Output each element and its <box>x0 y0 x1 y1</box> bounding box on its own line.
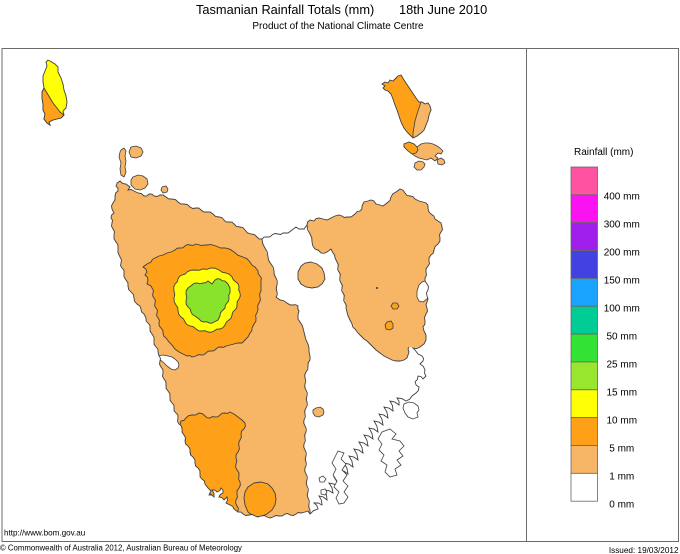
svg-text:150 mm: 150 mm <box>604 276 640 287</box>
svg-text:Issued: 19/03/2012: Issued: 19/03/2012 <box>609 546 679 554</box>
svg-text:http://www.bom.gov.au: http://www.bom.gov.au <box>4 529 85 538</box>
svg-text:Product of the National Climat: Product of the National Climate Centre <box>252 21 424 32</box>
svg-text:50 mm: 50 mm <box>604 332 637 343</box>
svg-text:400 mm: 400 mm <box>604 192 640 203</box>
svg-text:100 mm: 100 mm <box>604 304 640 315</box>
svg-text:300 mm: 300 mm <box>604 220 640 231</box>
svg-text:Rainfall (mm): Rainfall (mm) <box>574 147 633 158</box>
svg-text:0 mm: 0 mm <box>604 500 635 511</box>
svg-text:25 mm: 25 mm <box>604 360 637 371</box>
svg-text:18th June 2010: 18th June 2010 <box>399 2 487 17</box>
svg-text:200 mm: 200 mm <box>604 248 640 259</box>
svg-text:1 mm: 1 mm <box>604 472 635 483</box>
svg-text:5 mm: 5 mm <box>604 444 635 455</box>
svg-text:Tasmanian Rainfall Totals (mm): Tasmanian Rainfall Totals (mm) <box>196 2 374 17</box>
svg-text:10 mm: 10 mm <box>604 416 637 427</box>
svg-text:© Commonwealth of Australia 20: © Commonwealth of Australia 2012, Austra… <box>0 544 242 553</box>
svg-text:15 mm: 15 mm <box>604 388 637 399</box>
